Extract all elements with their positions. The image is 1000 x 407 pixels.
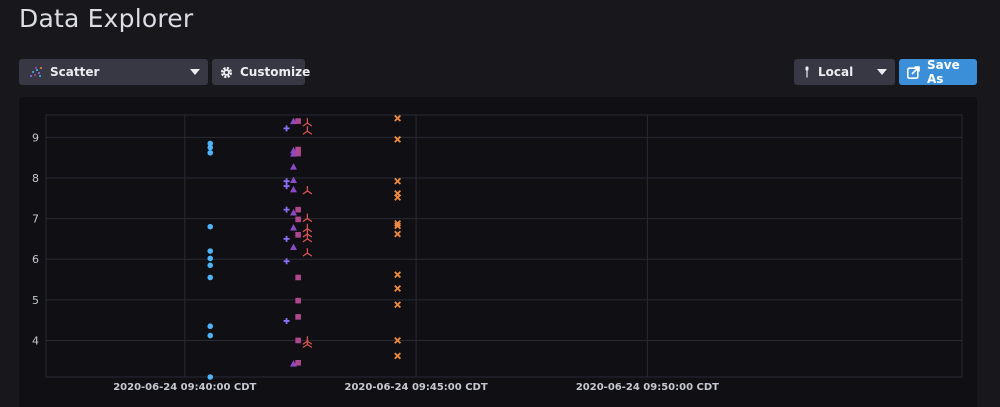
visualization-type-dropdown[interactable]: Scatter bbox=[19, 59, 208, 85]
data-point-plus bbox=[283, 206, 290, 213]
data-point-tristar bbox=[302, 223, 313, 233]
data-point-x bbox=[394, 337, 402, 344]
data-point-triangle bbox=[290, 224, 298, 231]
data-point-square bbox=[295, 359, 301, 366]
data-point-tristar bbox=[302, 248, 313, 257]
scatter-icon bbox=[29, 66, 43, 78]
page-title: Data Explorer bbox=[19, 4, 194, 33]
data-point-triangle bbox=[290, 185, 298, 193]
timezone-label: Local bbox=[818, 65, 854, 79]
save-as-label: Save As bbox=[927, 58, 960, 86]
data-point-circle bbox=[207, 255, 214, 262]
data-point-square bbox=[295, 232, 301, 238]
data-point-triangle bbox=[290, 163, 298, 170]
data-point-circle bbox=[207, 262, 214, 269]
data-point-plus bbox=[283, 317, 290, 324]
data-point-plus bbox=[283, 125, 290, 132]
data-point-circle bbox=[207, 223, 214, 230]
data-point-plus bbox=[283, 183, 290, 190]
save-as-button[interactable]: Save As bbox=[899, 58, 977, 86]
data-point-plus bbox=[283, 235, 290, 242]
data-point-square bbox=[295, 337, 301, 344]
y-tick-label: 7 bbox=[32, 213, 39, 226]
y-tick-label: 5 bbox=[32, 294, 39, 307]
data-point-triangle bbox=[290, 176, 298, 183]
data-point-tristar bbox=[302, 126, 313, 135]
data-point-square bbox=[295, 118, 301, 124]
data-point-circle bbox=[207, 332, 214, 339]
data-point-circle bbox=[207, 374, 214, 380]
data-point-tristar bbox=[302, 233, 313, 243]
data-point-triangle bbox=[290, 208, 298, 216]
data-point-square bbox=[295, 206, 301, 213]
customize-button[interactable]: Customize bbox=[212, 59, 310, 85]
data-point-square bbox=[295, 216, 301, 223]
chevron-down-icon bbox=[190, 69, 200, 75]
data-point-square bbox=[295, 146, 301, 153]
y-tick-label: 9 bbox=[32, 131, 39, 144]
data-point-x bbox=[394, 271, 402, 279]
data-point-triangle bbox=[290, 150, 298, 157]
data-point-circle bbox=[207, 248, 214, 254]
y-tick-label: 4 bbox=[32, 334, 39, 347]
data-point-x bbox=[394, 352, 402, 360]
data-point-triangle bbox=[290, 117, 298, 125]
data-point-x bbox=[394, 220, 402, 227]
data-point-tristar bbox=[302, 118, 313, 127]
scatter-chart: 4 5 6 7 8 9 2020-06-24 09:40:00 CDT 2020-06-24 … bbox=[32, 114, 963, 393]
data-point-square bbox=[295, 274, 301, 281]
data-point-circle bbox=[207, 144, 214, 151]
data-point-circle bbox=[207, 274, 214, 281]
graph-panel: 4 5 6 7 8 9 2020-06-24 09:40:00 CDT 2020-06-24 … bbox=[19, 97, 977, 407]
y-tick-label: 8 bbox=[32, 172, 39, 185]
export-icon bbox=[907, 65, 920, 79]
x-tick-label: 2020-06-24 09:40:00 CDT bbox=[113, 382, 256, 393]
visualization-type-label: Scatter bbox=[50, 65, 100, 79]
data-point-circle bbox=[207, 323, 214, 330]
data-point-x bbox=[394, 230, 402, 238]
data-point-triangle bbox=[290, 360, 298, 367]
data-point-tristar bbox=[302, 213, 313, 223]
chevron-down-icon bbox=[877, 69, 887, 75]
data-point-circle bbox=[207, 140, 214, 147]
x-tick-label: 2020-06-24 09:50:00 CDT bbox=[576, 382, 719, 393]
data-point-square bbox=[295, 314, 301, 320]
customize-label: Customize bbox=[240, 65, 311, 79]
data-point-x bbox=[394, 301, 402, 309]
data-point-triangle bbox=[290, 243, 298, 251]
gear-icon bbox=[220, 66, 233, 79]
x-tick-label: 2020-06-24 09:45:00 CDT bbox=[345, 382, 488, 393]
data-point-x bbox=[394, 135, 402, 143]
y-tick-label: 6 bbox=[32, 253, 39, 266]
data-point-x bbox=[394, 194, 402, 201]
timezone-dropdown[interactable]: Local bbox=[794, 59, 895, 85]
data-point-tristar bbox=[302, 229, 313, 238]
data-point-tristar bbox=[302, 339, 313, 349]
data-point-plus bbox=[283, 258, 290, 265]
data-point-square bbox=[295, 150, 301, 157]
data-point-x bbox=[394, 177, 402, 185]
data-point-tristar bbox=[302, 185, 313, 195]
pin-icon bbox=[803, 66, 811, 78]
plot-border bbox=[45, 114, 963, 378]
data-point-x bbox=[394, 285, 402, 292]
data-point-square bbox=[295, 297, 301, 304]
data-point-x bbox=[394, 222, 402, 230]
data-point-x bbox=[394, 114, 402, 122]
data-point-circle bbox=[207, 149, 214, 156]
